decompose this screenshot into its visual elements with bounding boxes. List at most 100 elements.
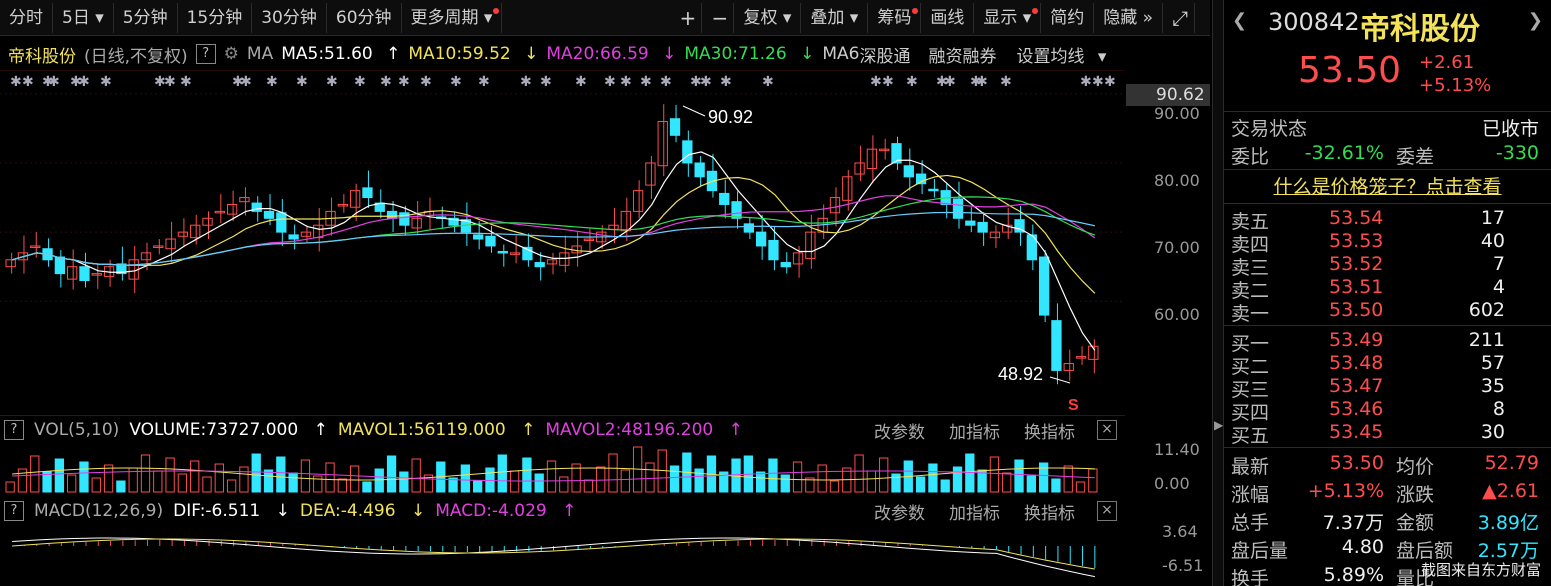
volume-bar (1051, 478, 1061, 493)
macd-chart (12, 537, 1096, 578)
macd-add-indicator-button[interactable]: 加指标 (949, 503, 1000, 524)
ma60-value: MA6 (822, 44, 860, 64)
bid-row[interactable]: 买四 53.46 8 (1224, 398, 1551, 424)
tab-15min[interactable]: 15分钟 (178, 2, 253, 33)
event-star: ✱ (326, 74, 338, 90)
tab-more-periods[interactable]: 更多周期 ▾ (402, 2, 503, 33)
macd-value: MACD:-4.029 ↑ (435, 501, 577, 521)
candle-body (756, 231, 767, 247)
simple-button[interactable]: 简约 (1041, 2, 1095, 33)
candle-body (645, 162, 656, 186)
gear-icon[interactable]: ⚙ (223, 44, 239, 64)
ask-row[interactable]: 卖五 53.54 17 (1224, 207, 1551, 233)
volume-bar (313, 475, 323, 493)
candle-body (632, 190, 644, 212)
macd-params-button[interactable]: 改参数 (874, 503, 925, 524)
shgt-link[interactable]: 深股通 (859, 46, 911, 67)
bid-volume: 35 (1480, 375, 1505, 397)
help-icon[interactable]: ? (195, 44, 216, 64)
event-star: ✱ (604, 74, 616, 90)
volume-bar (202, 476, 212, 493)
trade-status-label: 交易状态 (1231, 118, 1308, 140)
vol-close-icon[interactable]: × (1097, 420, 1117, 440)
event-star: ✱ (970, 74, 982, 90)
tab-5day[interactable]: 5日 ▾ (53, 2, 114, 33)
volume-bar (1014, 459, 1024, 493)
macd-actions: 改参数 加指标 换指标 × (860, 497, 1117, 525)
event-star: ✱ (180, 74, 192, 90)
fuquan-button[interactable]: 复权 ▾ (734, 2, 802, 33)
tab-60min[interactable]: 60分钟 (327, 2, 402, 33)
vol-switch-indicator-button[interactable]: 换指标 (1024, 422, 1075, 443)
volume-bar (768, 458, 778, 493)
volume-bar (559, 476, 569, 493)
ask-row[interactable]: 卖四 53.53 40 (1224, 230, 1551, 256)
ask-row[interactable]: 卖一 53.50 602 (1224, 299, 1551, 325)
candle-body (79, 266, 90, 282)
ma20-value: MA20:66.59 ↓ (546, 44, 677, 64)
zoom-out-icon[interactable]: − (702, 2, 735, 33)
bid-volume: 30 (1480, 421, 1505, 443)
candle-body (768, 239, 779, 261)
bid-label: 买二 (1231, 356, 1270, 378)
tab-5min[interactable]: 5分钟 (114, 2, 178, 33)
collapse-arrow-icon[interactable]: ▶ (1214, 418, 1224, 432)
event-star: ✱ (944, 74, 956, 90)
next-stock-icon[interactable]: ❯ (1527, 10, 1543, 31)
macd-close-icon[interactable]: × (1097, 501, 1117, 521)
hide-button[interactable]: 隐藏 » (1094, 2, 1164, 33)
vol-add-indicator-button[interactable]: 加指标 (949, 422, 1000, 443)
event-star: ✱ (1000, 74, 1012, 90)
rzrq-link[interactable]: 融资融券 (928, 46, 997, 67)
ask-row[interactable]: 卖三 53.52 7 (1224, 253, 1551, 279)
overlay-button[interactable]: 叠加 ▾ (801, 2, 869, 33)
price-cage-link[interactable]: 什么是价格笼子？点击查看 (1224, 170, 1551, 204)
vol-help-icon[interactable]: ? (4, 419, 24, 440)
candle-body (1051, 320, 1062, 371)
price-axis-highlight: 90.62 (1126, 84, 1210, 106)
fullscreen-icon[interactable]: ⤢ (1163, 2, 1196, 33)
bid-row[interactable]: 买二 53.48 57 (1224, 352, 1551, 378)
bid-price: 53.47 (1329, 375, 1384, 397)
prev-stock-icon[interactable]: ❮ (1232, 10, 1248, 31)
event-star: ✱ (936, 74, 948, 90)
kline-chart[interactable]: ✱ ✱ ✱✱ ✱✱ ✱ ✱✱ ✱ ✱✱ ✱ ✱ ✱ ✱ ✱ ✱ ✱ ✱ ✱ ✱ ✱ ✱ ✱ ✱ ✱ ✱ ✱✱ ✱ ✱ ✱ ✱ ✱ ✱✱ ✱✱ ✱… (0, 70, 1125, 415)
display-button[interactable]: 显示 ▾ (974, 2, 1042, 33)
zoom-in-icon[interactable]: + (670, 2, 703, 33)
ask-price: 53.51 (1329, 276, 1384, 298)
price-annotations: 90.92 48.92 S (682, 105, 1079, 414)
candle-body (239, 197, 250, 203)
bid-row[interactable]: 买三 53.47 35 (1224, 375, 1551, 401)
ask-row[interactable]: 卖二 53.51 4 (1224, 276, 1551, 302)
ask-book: 卖五 53.54 17 卖四 53.53 40 卖三 53.52 7 卖二 53.51 4 卖一 53.5… (1224, 204, 1551, 326)
bid-label: 买三 (1231, 379, 1270, 401)
tab-fenshi[interactable]: 分时 (0, 2, 53, 33)
bid-row[interactable]: 买一 53.49 211 (1224, 329, 1551, 355)
volume-bar (79, 461, 89, 493)
macd-switch-indicator-button[interactable]: 换指标 (1024, 503, 1075, 524)
candle-body (620, 210, 631, 232)
vol-params-button[interactable]: 改参数 (874, 422, 925, 443)
macd-help-icon[interactable]: ? (4, 501, 24, 521)
volume-bar (116, 480, 126, 493)
vol-actions: 改参数 加指标 换指标 × (860, 416, 1117, 444)
volume-bar (497, 454, 507, 493)
dif-line (12, 537, 1095, 578)
event-star: ✱ (1080, 74, 1092, 90)
event-star: ✱ (520, 74, 532, 90)
draw-line-button[interactable]: 画线 (921, 2, 975, 33)
candle-body (190, 224, 201, 239)
ma-legend: 帝科股份 (日线,不复权) ? ⚙ MA MA5:51.60 ↑ MA10:59… (0, 40, 1125, 68)
volume-bar (288, 472, 298, 493)
tab-30min[interactable]: 30分钟 (252, 2, 327, 33)
chips-button[interactable]: 筹码 (868, 2, 922, 33)
bid-row[interactable]: 买五 53.45 30 (1224, 421, 1551, 447)
volume-bar (103, 464, 114, 493)
volume-bar (1002, 472, 1012, 493)
candle-body (313, 224, 324, 239)
candle-body (792, 252, 804, 265)
set-ma-button[interactable]: 设置均线 ▾ (1016, 46, 1107, 67)
stat-value: +5.13% (1307, 480, 1384, 502)
panel-splitter[interactable]: ▶ (1212, 0, 1224, 586)
high-arrow (682, 105, 706, 117)
